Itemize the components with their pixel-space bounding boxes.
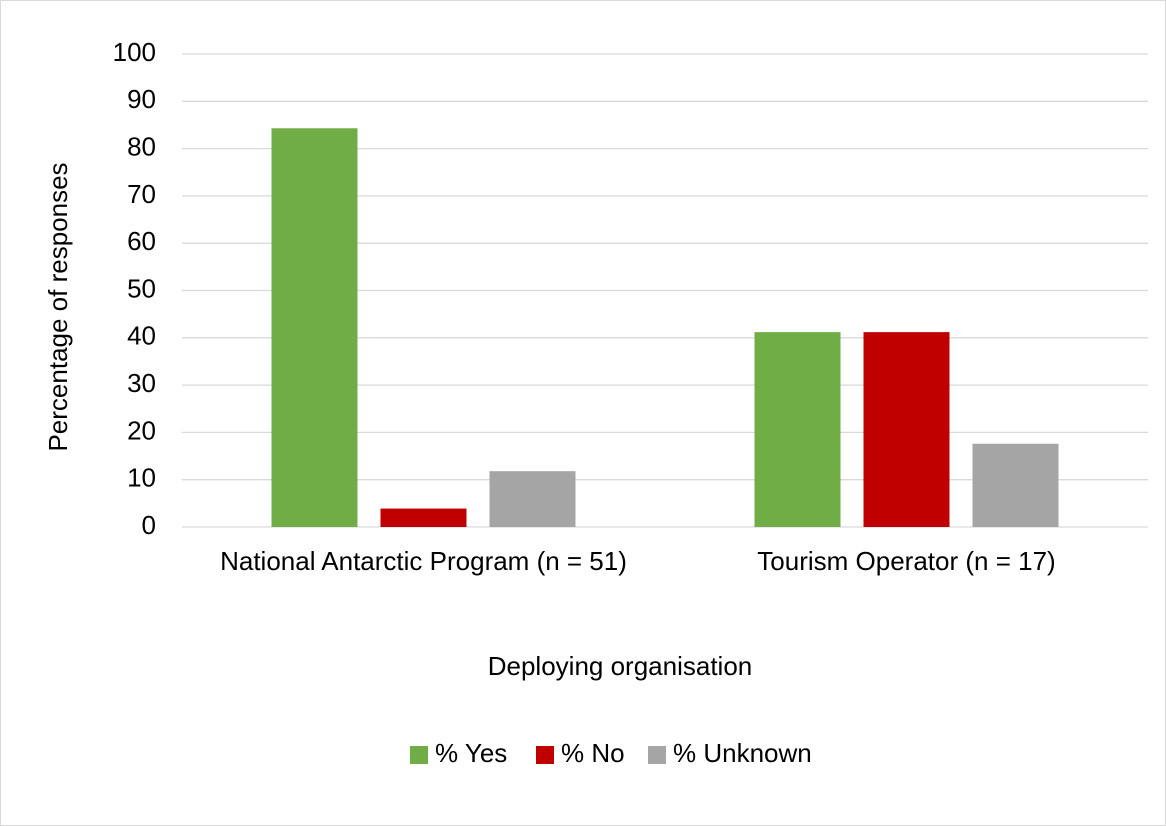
bar [489,471,576,527]
bar [972,443,1059,527]
y-tick-label: 20 [127,415,156,445]
legend-swatch [410,746,428,764]
legend-label: % No [561,738,625,768]
x-tick-label: National Antarctic Program (n = 51) [220,546,627,576]
y-tick-label: 90 [127,84,156,114]
y-tick-label: 60 [127,226,156,256]
y-axis-label: Percentage of responses [43,162,73,451]
y-tick-label: 100 [113,37,156,67]
y-tick-label: 80 [127,131,156,161]
legend-label: % Yes [435,738,507,768]
bar [863,332,950,527]
y-tick-label: 40 [127,321,156,351]
legend-swatch [648,746,666,764]
bar [271,128,358,528]
bar [380,508,467,527]
y-tick-label: 30 [127,368,156,398]
x-tick-label: Tourism Operator (n = 17) [757,546,1055,576]
bar [754,332,841,527]
legend-swatch [536,746,554,764]
x-axis-label: Deploying organisation [488,651,753,681]
y-tick-label: 0 [142,510,156,540]
legend-label: % Unknown [673,738,812,768]
y-tick-label: 50 [127,273,156,303]
y-tick-label: 10 [127,463,156,493]
y-tick-label: 70 [127,179,156,209]
